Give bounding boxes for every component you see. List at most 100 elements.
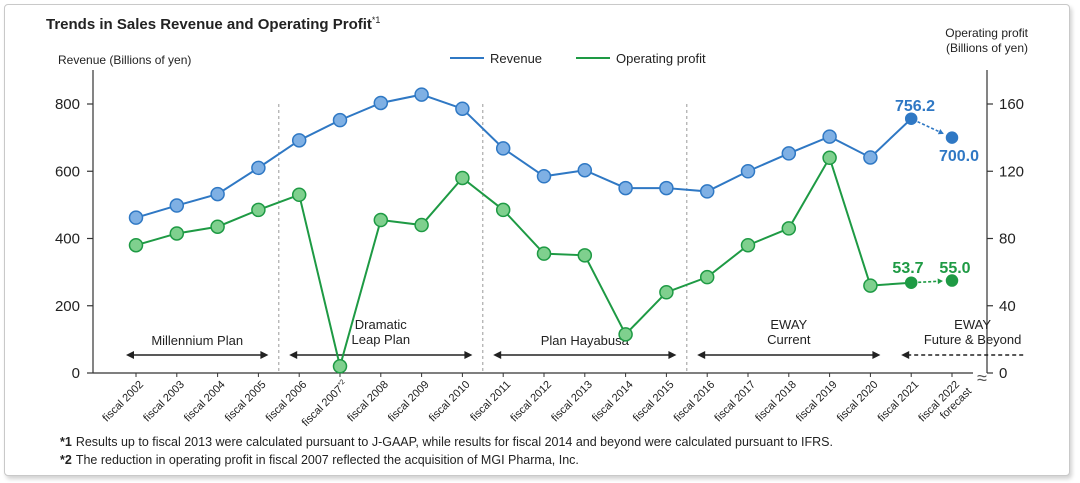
plan-label: Plan Hayabusa [541, 333, 630, 348]
revenue-point [659, 180, 674, 196]
operating-profit-point [251, 202, 266, 218]
x-tick-label: fiscal 2004 [182, 379, 228, 425]
revenue-point [414, 87, 429, 102]
operating-profit-point [291, 187, 307, 203]
plan-label: EWAY [954, 317, 991, 332]
revenue-point [740, 164, 756, 179]
operating-profit-point [455, 170, 470, 186]
right-tick-label: 120 [999, 163, 1024, 180]
chart-card [4, 4, 1070, 476]
x-tick-label: fiscal 2014 [590, 379, 636, 425]
revenue-point [781, 146, 797, 161]
revenue-point [332, 112, 348, 128]
left-tick-label: 0 [72, 365, 80, 382]
operating-profit-point [781, 221, 797, 236]
x-tick-label: fiscal 2019 [794, 379, 840, 425]
revenue-2021-value: 756.2 [895, 98, 935, 115]
operating-profit-point [332, 359, 348, 374]
plan-arrow-head-left [697, 351, 706, 359]
revenue-point [863, 150, 878, 165]
plan-label: Leap Plan [352, 332, 411, 347]
operating-profit-point [822, 150, 837, 166]
right-axis-label-line2: (Billions of yen) [946, 41, 1028, 55]
revenue-point [536, 169, 552, 184]
op-forecast-arrowhead [937, 278, 944, 285]
x-tick-label: fiscal 2016 [672, 379, 718, 425]
right-axis-label-line1: Operating profit [945, 26, 1028, 40]
right-tick-label: 40 [999, 298, 1016, 315]
revenue-point [699, 184, 715, 199]
plan-arrow-head-right [872, 351, 881, 359]
plan-label: Current [767, 332, 811, 347]
x-tick-label: fiscal 2011 [468, 379, 513, 424]
left-tick-label: 800 [55, 96, 80, 113]
operating-profit-point [904, 276, 918, 289]
left-axis-label: Revenue (Billions of yen) [58, 53, 191, 67]
operating-profit-point [128, 237, 144, 253]
operating-profit-point [210, 219, 225, 234]
operating-profit-point [577, 248, 593, 263]
operating-profit-point [495, 202, 511, 218]
plan-label: EWAY [770, 317, 807, 332]
revenue-point [618, 180, 633, 196]
x-tick-label: fiscal 2008 [345, 379, 391, 425]
footnotes: *1 Results up to fiscal 2013 were calcula… [60, 435, 833, 467]
x-tick-label: fiscal 2013 [549, 379, 595, 425]
right-tick-label: 80 [999, 231, 1016, 248]
operating-profit-point [659, 285, 674, 300]
revenue-point [945, 131, 959, 144]
revenue-forecast-arrowhead [937, 129, 944, 135]
revenue-point [455, 101, 470, 116]
x-tick-label: fiscal 2005 [223, 379, 269, 425]
plan-arrow-head-right [260, 351, 269, 359]
x-tick-label: fiscal 2018 [753, 379, 799, 425]
x-tick-label: fiscal 2009 [386, 379, 432, 425]
revenue-line [135, 93, 912, 219]
x-tick-label: fiscal 2021 [876, 379, 922, 425]
operating-profit-point [618, 327, 633, 342]
plan-arrow-head-left [901, 351, 910, 359]
x-tick-label: fiscal 2003 [141, 379, 187, 425]
operating-profit-point [536, 246, 552, 261]
revenue-point [169, 198, 185, 213]
revenue-point [577, 162, 593, 178]
legend: Revenue Operating profit [450, 51, 706, 66]
operating-profit-point [169, 226, 185, 241]
x-tick-label: fiscal 2002 [100, 379, 146, 425]
left-tick-label: 200 [55, 298, 80, 315]
legend-revenue-label: Revenue [490, 51, 542, 66]
x-tick-label: fiscal 2012 [508, 379, 554, 425]
revenue-2022-value: 700.0 [939, 148, 979, 165]
footnote-1: *1 Results up to fiscal 2013 were calcula… [60, 435, 833, 449]
legend-op-label: Operating profit [616, 51, 706, 66]
plan-arrow-head-left [126, 351, 134, 359]
plan-arrow-head-left [493, 351, 502, 359]
revenue-point [495, 141, 511, 156]
revenue-point [291, 133, 307, 148]
axis-break-icon: ≈ [977, 368, 987, 388]
chart-title: Trends in Sales Revenue and Operating Pr… [46, 15, 380, 33]
right-tick-label: 0 [999, 365, 1007, 382]
x-tick-label: fiscal 2017 [712, 379, 758, 425]
operating-profit-line [135, 155, 912, 371]
revenue-point [128, 210, 144, 225]
revenue-point [210, 186, 225, 202]
plan-label: Millennium Plan [151, 333, 243, 348]
operating-profit-point [740, 237, 756, 253]
operating-profit-point [414, 217, 429, 233]
left-tick-label: 400 [55, 231, 80, 248]
left-tick-label: 600 [55, 163, 80, 180]
plan-arrow-head-left [289, 351, 298, 359]
operating-profit-point [373, 212, 389, 228]
revenue-point [822, 129, 837, 144]
revenue-point [904, 112, 918, 125]
x-tick-label: fiscal 2020 [835, 379, 881, 425]
plan-label: Future & Beyond [924, 332, 1022, 347]
operating-profit-point [863, 278, 878, 293]
revenue-point [373, 95, 389, 111]
right-tick-label: 160 [999, 96, 1024, 113]
operating-profit-point [945, 274, 959, 287]
plan-arrow-head-right [464, 351, 473, 359]
x-tick-label: fiscal 2010 [427, 379, 473, 425]
